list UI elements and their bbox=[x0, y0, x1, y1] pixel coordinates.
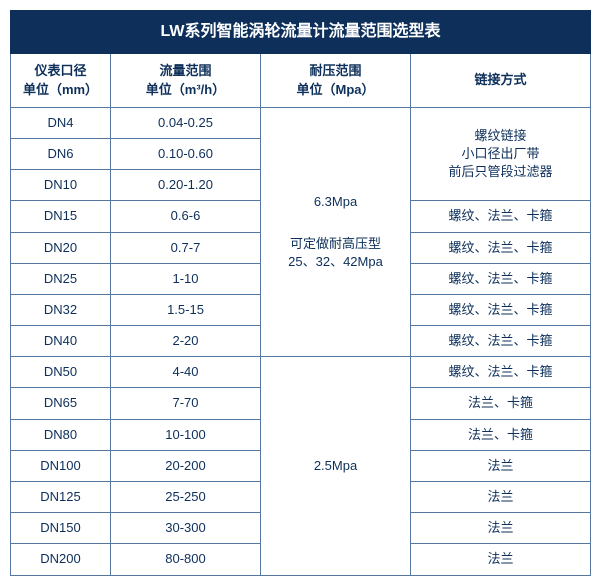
col-header-diameter: 仪表口径单位（mm） bbox=[11, 54, 111, 107]
cell-dn: DN150 bbox=[11, 513, 111, 544]
cell-dn: DN4 bbox=[11, 107, 111, 138]
cell-conn: 法兰、卡箍 bbox=[411, 419, 591, 450]
cell-flow: 7-70 bbox=[111, 388, 261, 419]
cell-pressure-2: 2.5Mpa bbox=[261, 357, 411, 575]
cell-conn: 螺纹、法兰、卡箍 bbox=[411, 263, 591, 294]
cell-conn: 法兰、卡箍 bbox=[411, 388, 591, 419]
cell-flow: 10-100 bbox=[111, 419, 261, 450]
cell-dn: DN20 bbox=[11, 232, 111, 263]
cell-flow: 30-300 bbox=[111, 513, 261, 544]
cell-dn: DN65 bbox=[11, 388, 111, 419]
selection-table: LW系列智能涡轮流量计流量范围选型表 仪表口径单位（mm） 流量范围单位（m³/… bbox=[10, 10, 591, 576]
cell-flow: 0.6-6 bbox=[111, 201, 261, 232]
cell-flow: 0.10-0.60 bbox=[111, 138, 261, 169]
cell-dn: DN32 bbox=[11, 294, 111, 325]
col-header-conn: 链接方式 bbox=[411, 54, 591, 107]
table-row: DN4 0.04-0.25 6.3Mpa 可定做耐高压型25、32、42Mpa … bbox=[11, 107, 591, 138]
cell-dn: DN10 bbox=[11, 170, 111, 201]
cell-flow: 4-40 bbox=[111, 357, 261, 388]
cell-flow: 1.5-15 bbox=[111, 294, 261, 325]
col-header-pressure: 耐压范围单位（Mpa） bbox=[261, 54, 411, 107]
cell-dn: DN6 bbox=[11, 138, 111, 169]
cell-flow: 1-10 bbox=[111, 263, 261, 294]
cell-flow: 0.04-0.25 bbox=[111, 107, 261, 138]
cell-conn: 法兰 bbox=[411, 544, 591, 575]
cell-flow: 80-800 bbox=[111, 544, 261, 575]
cell-conn: 螺纹、法兰、卡箍 bbox=[411, 201, 591, 232]
cell-conn: 法兰 bbox=[411, 513, 591, 544]
pressure-1b: 可定做耐高压型25、32、42Mpa bbox=[265, 235, 406, 271]
cell-conn: 螺纹、法兰、卡箍 bbox=[411, 232, 591, 263]
cell-conn: 法兰 bbox=[411, 450, 591, 481]
cell-flow: 0.20-1.20 bbox=[111, 170, 261, 201]
cell-dn: DN200 bbox=[11, 544, 111, 575]
title-row: LW系列智能涡轮流量计流量范围选型表 bbox=[11, 11, 591, 54]
cell-flow: 2-20 bbox=[111, 326, 261, 357]
cell-dn: DN15 bbox=[11, 201, 111, 232]
cell-dn: DN40 bbox=[11, 326, 111, 357]
cell-dn: DN25 bbox=[11, 263, 111, 294]
cell-conn: 螺纹、法兰、卡箍 bbox=[411, 357, 591, 388]
cell-dn: DN100 bbox=[11, 450, 111, 481]
cell-flow: 0.7-7 bbox=[111, 232, 261, 263]
pressure-1a: 6.3Mpa bbox=[265, 193, 406, 211]
cell-flow: 25-250 bbox=[111, 482, 261, 513]
table-title: LW系列智能涡轮流量计流量范围选型表 bbox=[11, 11, 591, 54]
cell-flow: 20-200 bbox=[111, 450, 261, 481]
header-row: 仪表口径单位（mm） 流量范围单位（m³/h） 耐压范围单位（Mpa） 链接方式 bbox=[11, 54, 591, 107]
cell-conn: 螺纹、法兰、卡箍 bbox=[411, 294, 591, 325]
cell-conn: 螺纹、法兰、卡箍 bbox=[411, 326, 591, 357]
col-header-flow: 流量范围单位（m³/h） bbox=[111, 54, 261, 107]
cell-dn: DN125 bbox=[11, 482, 111, 513]
cell-dn: DN80 bbox=[11, 419, 111, 450]
cell-pressure-1: 6.3Mpa 可定做耐高压型25、32、42Mpa bbox=[261, 107, 411, 357]
cell-dn: DN50 bbox=[11, 357, 111, 388]
cell-conn-0: 螺纹链接小口径出厂带前后只管段过滤器 bbox=[411, 107, 591, 201]
cell-conn: 法兰 bbox=[411, 482, 591, 513]
table-row: DN50 4-40 2.5Mpa 螺纹、法兰、卡箍 bbox=[11, 357, 591, 388]
